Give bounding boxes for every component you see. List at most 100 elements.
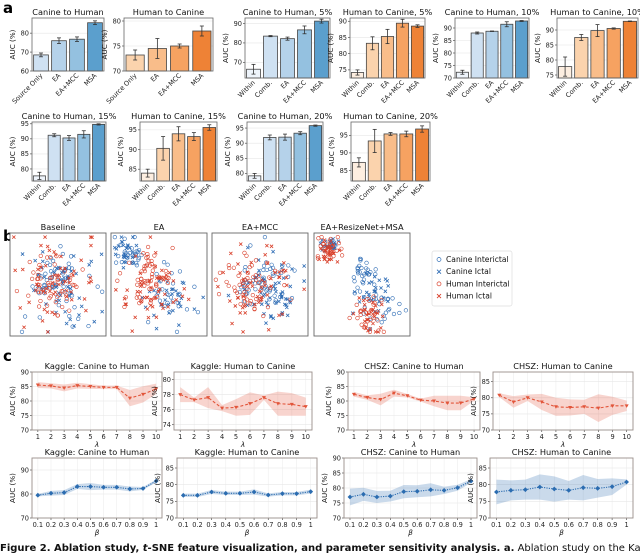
scatter-point xyxy=(36,285,42,290)
scatter-point xyxy=(38,253,43,259)
x-tick-label: 0.7 xyxy=(263,521,274,529)
x-tick-label: 0.5 xyxy=(399,521,410,529)
y-tick-label: 85 xyxy=(333,469,341,477)
chart-title: CHSZ: Human to Canine xyxy=(513,361,612,371)
x-tick-label: EA xyxy=(51,71,63,83)
chart-title: Baseline xyxy=(41,222,76,232)
scatter-point xyxy=(397,301,402,307)
y-tick-label: 90 xyxy=(234,20,242,28)
scatter-point xyxy=(38,276,43,281)
scatter-point xyxy=(359,322,364,327)
x-tick-label: 5 xyxy=(554,433,558,441)
scatter-point xyxy=(216,292,222,297)
scatter-point xyxy=(292,268,297,273)
scatter-point xyxy=(242,299,248,304)
x-tick-label: 10 xyxy=(152,433,160,441)
scatter-point xyxy=(30,276,35,281)
scatter-point xyxy=(39,265,43,270)
data-point xyxy=(580,485,586,491)
y-tick-label: 95 xyxy=(236,124,244,132)
scatter-point xyxy=(323,248,327,253)
scatter-point xyxy=(328,246,333,251)
scatter-point xyxy=(19,329,25,334)
scatter-point xyxy=(364,260,369,265)
chart-title: EA+MCC xyxy=(242,222,278,232)
scatter-point xyxy=(257,268,261,273)
scatter-point xyxy=(40,318,45,323)
scatter-point xyxy=(379,320,384,325)
scatter-point xyxy=(149,297,153,302)
scatter-point xyxy=(274,289,278,294)
plot-frame xyxy=(556,17,639,79)
scatter-point xyxy=(113,252,118,257)
y-tick-label: 90 xyxy=(333,454,341,462)
y-tick-label: 75 xyxy=(337,412,345,420)
scatter-point xyxy=(321,241,326,246)
y-tick-label: 70 xyxy=(21,514,29,522)
data-point xyxy=(88,484,93,489)
scatter-point xyxy=(126,244,130,249)
scatter-point xyxy=(66,261,71,266)
scatter-point xyxy=(125,288,130,292)
scatter-point xyxy=(54,266,59,271)
scatter-point xyxy=(52,312,57,317)
scatter-point xyxy=(87,273,92,279)
y-tick-label: 60 xyxy=(21,67,29,75)
plot-frame xyxy=(347,371,481,431)
scatter-point xyxy=(379,302,384,307)
x-axis-label: β xyxy=(95,528,100,537)
scatter-point xyxy=(153,296,157,300)
scatter-point xyxy=(375,309,380,314)
scatter-point xyxy=(14,288,19,294)
scatter-point xyxy=(42,307,47,312)
scatter-point xyxy=(174,329,180,334)
scatter-point xyxy=(253,277,259,283)
bar xyxy=(470,32,484,79)
scatter-point xyxy=(55,273,60,278)
scatter-point xyxy=(367,281,371,285)
scatter-point xyxy=(247,301,252,306)
scatter-point xyxy=(77,296,82,300)
scatter-point xyxy=(55,277,60,283)
y-axis-label: AUC (%) xyxy=(150,386,159,416)
scatter-point xyxy=(80,267,85,272)
x-tick-label: 6 xyxy=(568,433,572,441)
scatter-point xyxy=(221,270,226,275)
x-tick-label: 10 xyxy=(470,433,478,441)
scatter-point xyxy=(253,258,259,263)
plot-frame xyxy=(343,457,478,519)
scatter-point xyxy=(50,280,55,285)
x-tick-label: 1 xyxy=(469,521,473,529)
scatter-point xyxy=(60,304,65,310)
scatter-point xyxy=(123,295,128,300)
data-point xyxy=(61,490,67,495)
scatter-point xyxy=(156,289,161,294)
data-point xyxy=(35,383,40,388)
scatter-point xyxy=(95,284,100,289)
scatter-point xyxy=(60,251,65,257)
scatter-point xyxy=(135,249,141,254)
data-point xyxy=(192,398,197,402)
scatter-point xyxy=(273,281,278,286)
scatter-point xyxy=(335,260,340,264)
scatter-point xyxy=(152,264,157,269)
scatter-point xyxy=(284,283,289,288)
y-tick-label: 75 xyxy=(333,499,341,507)
data-point xyxy=(237,490,243,496)
scatter-point xyxy=(171,279,176,283)
y-axis-label: AUC (%) xyxy=(320,473,329,503)
y-tick-label: 85 xyxy=(337,383,345,391)
scatter-point xyxy=(367,329,373,334)
scatter-point xyxy=(378,326,383,330)
scatter-point xyxy=(153,250,158,255)
scatter-point xyxy=(217,270,223,275)
line-chart: 70 75 80 85 90 0.1 0.2 0.3 0.4 0.5 0.6 0.7 0.8 0.9 1 CH… xyxy=(320,447,478,537)
x-tick-label: 4 xyxy=(75,433,79,441)
scatter-point xyxy=(33,258,38,263)
x-axis-label: λ xyxy=(560,440,565,449)
scatter-point xyxy=(321,246,326,252)
scatter-point xyxy=(166,292,171,298)
bar xyxy=(622,20,637,79)
